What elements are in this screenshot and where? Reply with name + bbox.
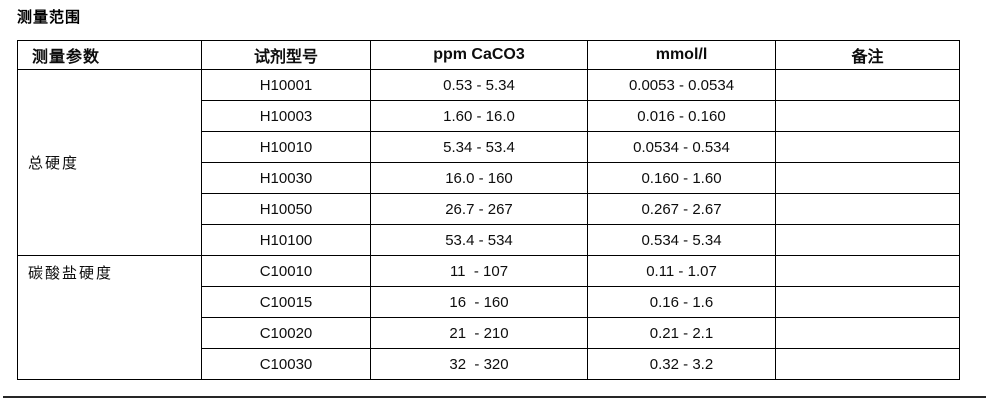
table-row: H10003 1.60 - 16.0 0.016 - 0.160 (18, 100, 960, 132)
remark-cell (775, 224, 960, 256)
remark-cell (775, 317, 960, 349)
ppm-cell: 5.34 - 53.4 (370, 131, 588, 163)
remark-cell (775, 100, 960, 132)
remark-cell (775, 69, 960, 101)
table-row: H10050 26.7 - 267 0.267 - 2.67 (18, 193, 960, 225)
ppm-cell: 0.53 - 5.34 (370, 69, 588, 101)
page-title: 测量范围 (17, 9, 82, 26)
ppm-cell: 1.60 - 16.0 (370, 100, 588, 132)
mmol-cell: 0.160 - 1.60 (587, 162, 776, 194)
mmol-cell: 0.534 - 5.34 (587, 224, 776, 256)
header-reagent-model: 试剂型号 (201, 40, 371, 70)
mmol-cell: 0.16 - 1.6 (587, 286, 776, 318)
model-cell: H10001 (201, 69, 371, 101)
mmol-cell: 0.11 - 1.07 (587, 255, 776, 287)
table-row: C10030 32 - 320 0.32 - 3.2 (18, 348, 960, 380)
parameter-cell-total-hardness: 总硬度 (17, 69, 202, 256)
ppm-cell: 11 - 107 (370, 255, 588, 287)
header-mmol-l: mmol/l (587, 40, 776, 70)
table-row: 总硬度 H10001 0.53 - 5.34 0.0053 - 0.0534 (17, 69, 960, 256)
table-row: C10020 21 - 210 0.21 - 2.1 (18, 317, 960, 349)
header-ppm-caco3: ppm CaCO3 (370, 40, 588, 70)
remark-cell (775, 162, 960, 194)
model-cell: H10010 (201, 131, 371, 163)
header-row: 测量参数 试剂型号 ppm CaCO3 mmol/l 备注 (17, 40, 960, 70)
ppm-cell: 16.0 - 160 (370, 162, 588, 194)
table-row: H10030 16.0 - 160 0.160 - 1.60 (18, 162, 960, 194)
header-parameter: 测量参数 (17, 40, 202, 70)
model-cell: C10020 (201, 317, 371, 349)
remark-cell (775, 286, 960, 318)
mmol-cell: 0.0053 - 0.0534 (587, 69, 776, 101)
remark-cell (775, 131, 960, 163)
page-bottom-divider (3, 396, 986, 398)
table-row: H10100 53.4 - 534 0.534 - 5.34 (18, 224, 960, 256)
model-cell: H10003 (201, 100, 371, 132)
model-cell: H10100 (201, 224, 371, 256)
measurement-range-table: 测量参数 试剂型号 ppm CaCO3 mmol/l 备注 总硬度 H10001… (17, 40, 960, 380)
ppm-cell: 32 - 320 (370, 348, 588, 380)
mmol-cell: 0.21 - 2.1 (587, 317, 776, 349)
remark-cell (775, 348, 960, 380)
mmol-cell: 0.32 - 3.2 (587, 348, 776, 380)
table-row: C10015 16 - 160 0.16 - 1.6 (18, 286, 960, 318)
mmol-cell: 0.0534 - 0.534 (587, 131, 776, 163)
model-cell: C10010 (201, 255, 371, 287)
remark-cell (775, 255, 960, 287)
table-row: 碳酸盐硬度 C10010 11 - 107 0.11 - 1.07 (17, 255, 960, 380)
model-cell: C10015 (201, 286, 371, 318)
table-row: H10010 5.34 - 53.4 0.0534 - 0.534 (18, 131, 960, 163)
model-cell: C10030 (201, 348, 371, 380)
ppm-cell: 16 - 160 (370, 286, 588, 318)
mmol-cell: 0.267 - 2.67 (587, 193, 776, 225)
model-cell: H10030 (201, 162, 371, 194)
ppm-cell: 53.4 - 534 (370, 224, 588, 256)
ppm-cell: 21 - 210 (370, 317, 588, 349)
ppm-cell: 26.7 - 267 (370, 193, 588, 225)
header-remark: 备注 (775, 40, 960, 70)
mmol-cell: 0.016 - 0.160 (587, 100, 776, 132)
remark-cell (775, 193, 960, 225)
model-cell: H10050 (201, 193, 371, 225)
table-header: 测量参数 试剂型号 ppm CaCO3 mmol/l 备注 (17, 40, 960, 70)
table-body: 总硬度 H10001 0.53 - 5.34 0.0053 - 0.0534 H… (17, 69, 960, 380)
parameter-cell-carbonate-hardness: 碳酸盐硬度 (17, 255, 202, 380)
